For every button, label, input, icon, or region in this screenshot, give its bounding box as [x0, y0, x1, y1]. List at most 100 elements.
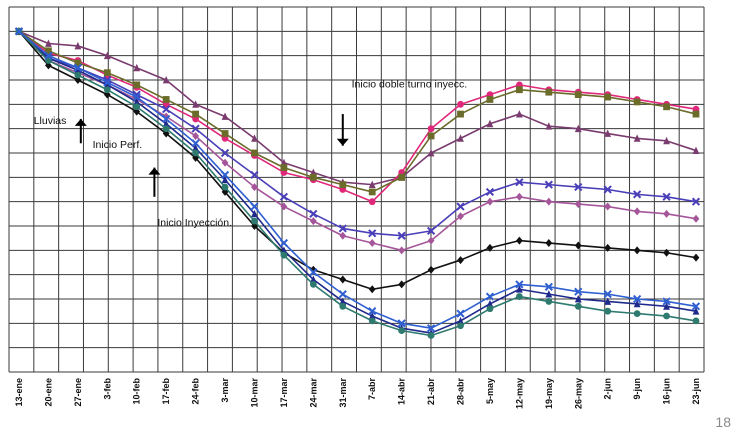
data-point: [398, 173, 406, 181]
data-point: [574, 241, 582, 250]
x-tick-label: 24-feb: [191, 378, 201, 405]
data-point-stroke: [250, 202, 259, 211]
series-8: [15, 27, 700, 339]
series-3: [15, 27, 700, 196]
annotation-label: Inicio doble turno inyecc.: [352, 78, 468, 90]
data-point-stroke: [309, 209, 318, 218]
data-point-stroke: [485, 187, 495, 197]
data-point: [162, 125, 170, 133]
data-point-stroke: [368, 229, 377, 238]
data-point: [692, 253, 700, 262]
data-point-stroke: [691, 302, 701, 311]
data-point-stroke: [662, 192, 671, 201]
data-point: [574, 295, 582, 303]
data-point: [662, 297, 671, 306]
data-point: [45, 39, 52, 47]
data-point: [545, 122, 553, 130]
page-number: 18: [715, 414, 731, 430]
arrow-up-icon: [148, 167, 161, 197]
data-point: [45, 47, 52, 55]
series-line: [18, 30, 697, 337]
data-point: [280, 164, 288, 171]
x-tick-label: 31-mar: [338, 378, 348, 408]
x-tick-label: 24-mar: [308, 378, 318, 408]
x-tick-label: 3-mar: [220, 378, 230, 403]
data-point: [192, 100, 200, 108]
data-point: [574, 302, 582, 310]
data-point-stroke: [603, 290, 612, 299]
x-tick-labels: 13-ene 20-ene 27-ene 3-feb 10-feb 17-feb 24-fe…: [14, 378, 701, 410]
data-point: [633, 299, 641, 308]
data-point-stroke: [574, 182, 583, 192]
data-point: [485, 187, 495, 197]
data-point: [368, 312, 376, 320]
arrow-head: [74, 118, 87, 126]
data-point-stroke: [162, 114, 171, 124]
x-tick-label: 20-ene: [43, 378, 53, 407]
data-point: [280, 202, 288, 211]
data-point: [397, 319, 406, 328]
data-point: [251, 217, 258, 225]
data-point-stroke: [338, 290, 347, 299]
data-point: [339, 231, 347, 240]
data-point: [74, 66, 82, 74]
series-line: [18, 30, 697, 252]
data-point: [162, 96, 170, 103]
data-point: [663, 248, 670, 257]
data-point: [426, 226, 436, 235]
data-point: [427, 149, 435, 157]
data-point: [339, 181, 347, 189]
data-point: [456, 309, 465, 318]
arrow-head: [336, 138, 349, 146]
data-point: [339, 302, 347, 310]
annotation-label: Inicio Inyección.: [157, 217, 232, 229]
data-point: [339, 275, 347, 284]
data-point: [457, 100, 464, 108]
data-point-stroke: [485, 292, 495, 301]
data-point: [368, 239, 376, 248]
data-point: [279, 238, 289, 248]
data-point: [132, 92, 141, 102]
data-point: [191, 139, 200, 148]
data-point: [192, 131, 200, 140]
series-9: [14, 27, 701, 333]
data-point: [663, 302, 670, 310]
data-point: [545, 239, 553, 248]
data-point: [103, 51, 111, 60]
series-1: [15, 27, 700, 189]
data-point: [692, 214, 700, 223]
x-tick-label: 21-abr: [426, 378, 436, 406]
chart-grid: [8, 6, 705, 373]
series-layer: [14, 27, 701, 339]
x-tick-label: 3-feb: [102, 378, 112, 400]
data-point-stroke: [368, 307, 377, 316]
data-point-stroke: [191, 124, 200, 133]
data-point-stroke: [574, 287, 583, 296]
data-point: [456, 202, 465, 211]
series-line: [18, 30, 697, 330]
data-point: [309, 209, 318, 218]
data-point-stroke: [456, 202, 465, 211]
data-point: [485, 292, 495, 301]
data-point-stroke: [338, 224, 347, 233]
data-point: [133, 103, 141, 111]
data-point: [309, 268, 318, 277]
data-point: [251, 149, 258, 157]
x-tick-label: 19-may: [544, 378, 554, 409]
data-point: [250, 202, 259, 211]
data-point: [44, 51, 53, 60]
data-point-stroke: [397, 319, 406, 328]
data-point: [603, 185, 612, 194]
data-point: [309, 281, 317, 288]
data-point: [309, 275, 317, 283]
data-point: [515, 293, 523, 300]
data-point: [103, 75, 112, 85]
data-point: [427, 265, 435, 274]
data-point-stroke: [633, 294, 642, 304]
data-point: [427, 236, 435, 245]
data-point: [515, 110, 523, 118]
data-point-stroke: [279, 238, 289, 248]
data-point: [604, 93, 612, 101]
data-point: [280, 246, 288, 254]
data-point: [457, 212, 464, 221]
